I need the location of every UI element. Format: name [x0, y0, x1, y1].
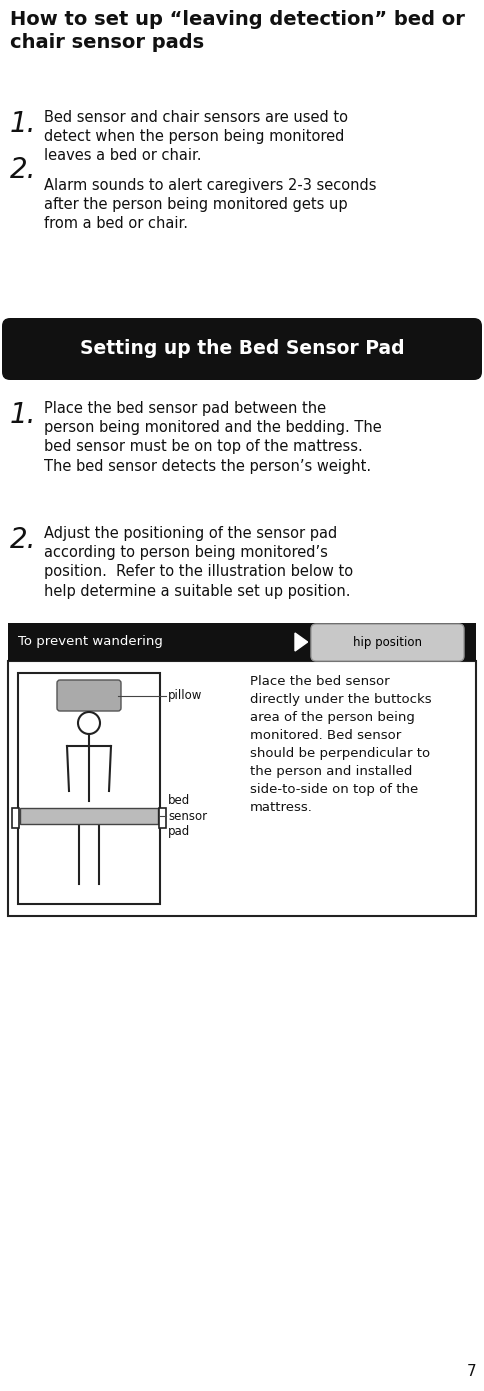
Text: Place the bed sensor pad between the
person being monitored and the bedding. The: Place the bed sensor pad between the per… [44, 401, 382, 473]
Text: Place the bed sensor
directly under the buttocks
area of the person being
monito: Place the bed sensor directly under the … [250, 675, 432, 814]
Text: 1.: 1. [10, 110, 36, 138]
Polygon shape [295, 633, 308, 651]
FancyBboxPatch shape [57, 680, 121, 711]
Circle shape [78, 712, 100, 734]
Bar [159, 808, 166, 828]
Text: Setting up the Bed Sensor Pad: Setting up the Bed Sensor Pad [80, 339, 404, 359]
Bar [8, 661, 476, 917]
Text: Adjust the positioning of the sensor pad
according to person being monitored’s
p: Adjust the positioning of the sensor pad… [44, 526, 353, 598]
Text: pillow: pillow [168, 689, 202, 702]
Bar [8, 623, 476, 661]
FancyBboxPatch shape [2, 319, 482, 380]
Text: Bed sensor and chair sensors are used to
detect when the person being monitored
: Bed sensor and chair sensors are used to… [44, 110, 348, 163]
Text: hip position: hip position [353, 636, 422, 650]
Text: To prevent wandering: To prevent wandering [18, 636, 163, 648]
Text: Alarm sounds to alert caregivers 2-3 seconds
after the person being monitored ge: Alarm sounds to alert caregivers 2-3 sec… [44, 178, 377, 231]
Text: 2.: 2. [10, 526, 36, 554]
Bar [18, 673, 160, 904]
FancyBboxPatch shape [311, 625, 464, 661]
Text: 2.: 2. [10, 156, 36, 184]
Text: How to set up “leaving detection” bed or
chair sensor pads: How to set up “leaving detection” bed or… [10, 10, 465, 51]
Text: 1.: 1. [10, 401, 36, 428]
Bar [20, 808, 158, 823]
Text: bed
sensor
pad: bed sensor pad [168, 794, 207, 837]
Text: 7: 7 [467, 1365, 476, 1378]
Bar [12, 808, 19, 828]
